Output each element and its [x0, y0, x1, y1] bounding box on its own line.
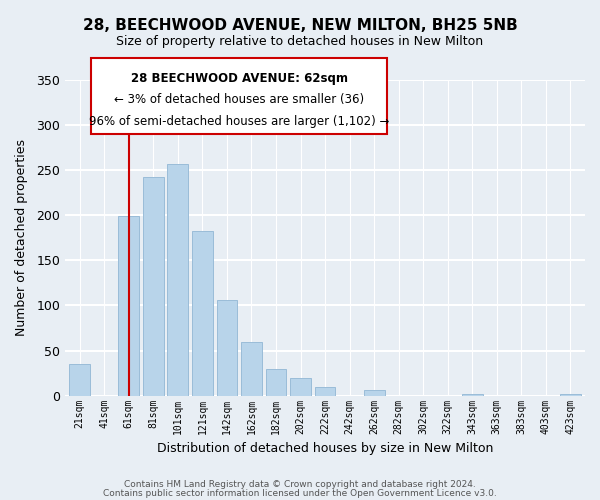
Bar: [314, 386, 335, 396]
Bar: [217, 300, 238, 396]
Bar: [192, 230, 213, 396]
X-axis label: Distribution of detached houses by size in New Milton: Distribution of detached houses by size …: [157, 442, 493, 455]
Bar: [266, 368, 286, 396]
Text: Size of property relative to detached houses in New Milton: Size of property relative to detached ho…: [116, 35, 484, 48]
Text: 96% of semi-detached houses are larger (1,102) →: 96% of semi-detached houses are larger (…: [89, 115, 389, 128]
Bar: [290, 378, 311, 396]
Y-axis label: Number of detached properties: Number of detached properties: [15, 140, 28, 336]
Bar: [167, 164, 188, 396]
Bar: [143, 178, 164, 396]
Bar: [241, 342, 262, 396]
Bar: [70, 364, 90, 396]
Text: Contains public sector information licensed under the Open Government Licence v3: Contains public sector information licen…: [103, 488, 497, 498]
Text: 28 BEECHWOOD AVENUE: 62sqm: 28 BEECHWOOD AVENUE: 62sqm: [131, 72, 348, 85]
Text: 28, BEECHWOOD AVENUE, NEW MILTON, BH25 5NB: 28, BEECHWOOD AVENUE, NEW MILTON, BH25 5…: [83, 18, 517, 32]
Bar: [118, 216, 139, 396]
Text: Contains HM Land Registry data © Crown copyright and database right 2024.: Contains HM Land Registry data © Crown c…: [124, 480, 476, 489]
Text: ← 3% of detached houses are smaller (36): ← 3% of detached houses are smaller (36): [114, 93, 364, 106]
Bar: [364, 390, 385, 396]
Bar: [462, 394, 482, 396]
Bar: [560, 394, 581, 396]
